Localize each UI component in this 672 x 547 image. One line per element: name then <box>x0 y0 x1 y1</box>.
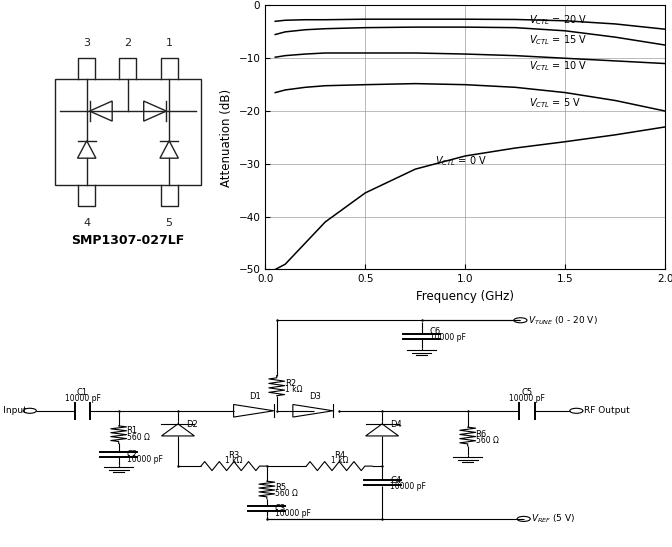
Text: 1: 1 <box>166 38 173 48</box>
Text: C6: C6 <box>429 327 441 336</box>
Text: $V_{CTL}$ = 10 V: $V_{CTL}$ = 10 V <box>530 59 587 73</box>
Text: 10000 pF: 10000 pF <box>509 394 545 403</box>
Y-axis label: Attenuation (dB): Attenuation (dB) <box>220 89 233 187</box>
Text: C5: C5 <box>521 388 532 397</box>
Text: RF Input: RF Input <box>0 406 26 415</box>
Text: 5: 5 <box>166 218 173 228</box>
Text: 560 Ω: 560 Ω <box>476 437 499 445</box>
Text: 1 kΩ: 1 kΩ <box>285 386 302 394</box>
Text: 10000 pF: 10000 pF <box>65 394 100 403</box>
Text: D1: D1 <box>249 392 261 401</box>
Text: 10000 pF: 10000 pF <box>429 333 466 342</box>
Text: SMP1307-027LF: SMP1307-027LF <box>71 234 185 247</box>
Text: R2: R2 <box>285 379 296 388</box>
Bar <box>55 79 201 185</box>
Text: $V_{CTL}$ = 5 V: $V_{CTL}$ = 5 V <box>530 96 581 110</box>
Text: 10000 pF: 10000 pF <box>126 455 163 464</box>
Text: R3: R3 <box>228 451 239 460</box>
Text: $V_{CTL}$ = 15 V: $V_{CTL}$ = 15 V <box>530 33 587 46</box>
Text: 1 kΩ: 1 kΩ <box>225 456 243 465</box>
Text: C1: C1 <box>77 388 88 397</box>
Text: 10000 pF: 10000 pF <box>390 482 426 491</box>
Text: C2: C2 <box>126 450 138 458</box>
Text: $V_{TUNE}$ (0 - 20 V): $V_{TUNE}$ (0 - 20 V) <box>528 314 597 327</box>
Text: R1: R1 <box>126 427 138 435</box>
Text: $V_{CTL}$ = 0 V: $V_{CTL}$ = 0 V <box>435 154 487 168</box>
Text: D3: D3 <box>308 392 321 401</box>
Text: D2: D2 <box>186 420 198 429</box>
Text: C3: C3 <box>275 504 286 513</box>
Text: D4: D4 <box>390 420 402 429</box>
Text: R6: R6 <box>476 430 487 439</box>
Text: RF Output: RF Output <box>583 406 630 415</box>
Text: R5: R5 <box>275 483 286 492</box>
Text: 1 kΩ: 1 kΩ <box>331 456 348 465</box>
Text: 10000 pF: 10000 pF <box>275 509 310 519</box>
Text: R4: R4 <box>334 451 345 460</box>
Text: $V_{REF}$ (5 V): $V_{REF}$ (5 V) <box>531 513 575 525</box>
Text: 560 Ω: 560 Ω <box>126 433 149 441</box>
Text: 3: 3 <box>83 38 90 48</box>
Text: 4: 4 <box>83 218 90 228</box>
Text: C4: C4 <box>390 476 401 485</box>
X-axis label: Frequency (GHz): Frequency (GHz) <box>416 290 514 303</box>
Text: 560 Ω: 560 Ω <box>275 489 298 498</box>
Text: $V_{CTL}$ = 20 V: $V_{CTL}$ = 20 V <box>530 13 587 27</box>
Text: 2: 2 <box>124 38 132 48</box>
